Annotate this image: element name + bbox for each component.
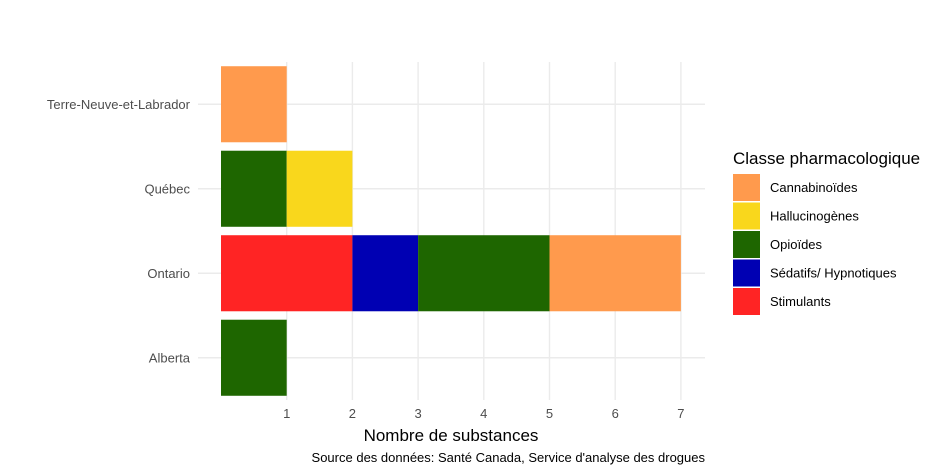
y-tick-label-ontario: Ontario [147,266,190,281]
y-tick-label-quebec: Québec [144,181,190,196]
bars [221,66,681,396]
legend-label-hallucinogenes: Hallucinogènes [770,209,859,224]
bar-ontario-stimulants [221,235,353,312]
legend-swatch-opioides [733,231,760,258]
legend-swatch-sedatifs-hypnotiques [733,259,760,287]
legend: Classe pharmacologique Cannabinoïdes Hall… [733,149,920,315]
bar-alberta-opioides [221,319,287,396]
legend-label-opioides: Opioïdes [770,237,823,252]
legend-swatch-hallucinogenes [733,202,760,230]
legend-swatch-stimulants [733,288,760,315]
x-axis: 1 2 3 4 5 6 7 [283,406,684,421]
x-tick-label-5: 5 [546,406,553,421]
bar-terre-neuve-et-labrador-cannabinoides [221,66,287,143]
bar-ontario-opioides [418,235,550,312]
x-axis-title: Nombre de substances [364,426,539,445]
bar-quebec-opioides [221,150,287,227]
chart-caption: Source des données: Santé Canada, Servic… [312,450,706,465]
x-tick-label-7: 7 [677,406,684,421]
legend-swatch-cannabinoides [733,174,760,201]
x-tick-label-2: 2 [349,406,356,421]
legend-label-sedatifs-hypnotiques: Sédatifs/ Hypnotiques [770,266,897,281]
legend-label-stimulants: Stimulants [770,294,831,309]
x-tick-label-4: 4 [480,406,487,421]
legend-title: Classe pharmacologique [733,149,920,168]
bar-ontario-cannabinoides [549,235,681,312]
y-axis: Terre-Neuve-et-Labrador Québec Ontario Albe… [47,97,191,366]
bar-ontario-sedatifs-hypnotiques [352,235,419,312]
legend-label-cannabinoides: Cannabinoïdes [770,180,858,195]
x-tick-label-6: 6 [612,406,619,421]
y-tick-label-terre-neuve-et-labrador: Terre-Neuve-et-Labrador [47,97,191,112]
bar-quebec-hallucinogenes [286,150,353,227]
x-tick-label-1: 1 [283,406,290,421]
x-tick-label-3: 3 [414,406,421,421]
y-tick-label-alberta: Alberta [149,350,191,365]
